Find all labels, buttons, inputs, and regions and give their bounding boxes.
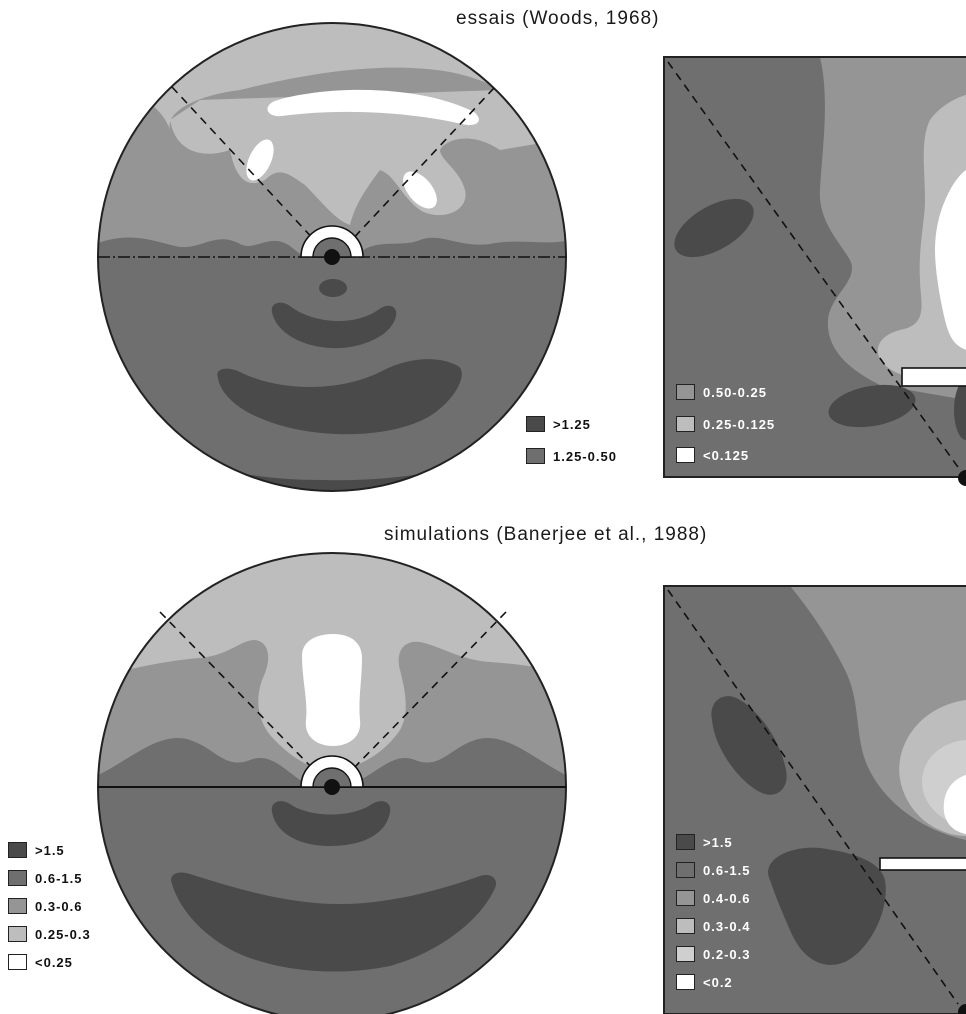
legend-label: 0.3-0.4 xyxy=(703,918,751,934)
simulation-title: simulations (Banerjee et al., 1988) xyxy=(384,524,708,545)
legend-item: 0.3-0.4 xyxy=(676,918,750,934)
contour-dark-smile-small xyxy=(271,801,391,846)
legend-swatch xyxy=(676,862,695,878)
simulation-square-center-dot xyxy=(958,1004,966,1014)
simulation-square-cylinder-wall xyxy=(879,857,966,871)
legend-label: 0.6-1.5 xyxy=(703,862,751,878)
contour-dark-smile-large xyxy=(171,872,497,972)
legend-item: 0.3-0.6 xyxy=(8,898,82,914)
contour-dark-smile-small xyxy=(271,302,397,349)
simulation-circle-contours xyxy=(98,553,566,1014)
legend-item: 0.4-0.6 xyxy=(676,890,750,906)
contour-band-white xyxy=(943,775,966,834)
legend-label: <0.2 xyxy=(703,974,733,990)
legend-label: 0.50-0.25 xyxy=(703,384,767,400)
legend-label: 0.2-0.3 xyxy=(703,946,751,962)
legend-item: <0.25 xyxy=(8,954,73,970)
legend-item: 1.25-0.50 xyxy=(526,448,617,464)
experiment-cylinder-inner xyxy=(312,237,352,258)
legend-label: >1.5 xyxy=(703,834,733,850)
legend-swatch xyxy=(676,918,695,934)
simulation-square-dashed-line xyxy=(667,589,959,1005)
simulation-square-outline xyxy=(663,585,966,1014)
experiment-title: essais (Woods, 1968) xyxy=(456,8,660,29)
simulation-center-dot xyxy=(324,779,340,795)
contour-dark-blob-lower xyxy=(828,384,916,428)
contour-band-white xyxy=(935,170,966,350)
legend-swatch xyxy=(526,416,545,432)
experiment-square-outline xyxy=(663,56,966,478)
legend-swatch xyxy=(676,834,695,850)
legend-item: >1.5 xyxy=(8,842,65,858)
experiment-dashed-line-left xyxy=(171,86,319,245)
experiment-dashed-line-right xyxy=(347,87,495,245)
experiment-square-cylinder-wall xyxy=(901,367,966,387)
legend-item: >1.25 xyxy=(526,416,591,432)
legend-item: 0.2-0.3 xyxy=(676,946,750,962)
legend-label: >1.5 xyxy=(35,842,65,858)
legend-label: <0.125 xyxy=(703,447,750,463)
legend-swatch xyxy=(8,898,27,914)
contour-dark-blob-upper xyxy=(711,696,787,795)
legend-swatch xyxy=(8,870,27,886)
legend-label: 0.25-0.125 xyxy=(703,416,776,432)
legend-label: <0.25 xyxy=(35,954,73,970)
simulation-dashed-line-right xyxy=(347,611,507,775)
legend-swatch xyxy=(8,926,27,942)
legend-swatch xyxy=(676,974,695,990)
simulation-cylinder-inner xyxy=(312,767,352,788)
contour-dark-blob-edge xyxy=(954,380,966,440)
legend-swatch xyxy=(676,946,695,962)
contour-band-white xyxy=(302,634,362,746)
contour-band-white-arc xyxy=(267,89,479,126)
legend-item: 0.50-0.25 xyxy=(676,384,767,400)
legend-label: 1.25-0.50 xyxy=(553,448,617,464)
contour-white-spot-left xyxy=(246,139,274,181)
experiment-circle-contours xyxy=(98,23,566,491)
legend-swatch xyxy=(676,384,695,400)
legend-swatch xyxy=(676,416,695,432)
legend-swatch xyxy=(676,447,695,463)
legend-label: 0.6-1.5 xyxy=(35,870,83,886)
legend-label: 0.25-0.3 xyxy=(35,926,91,942)
contour-dark-smile-large xyxy=(217,359,462,435)
legend-label: 0.3-0.6 xyxy=(35,898,83,914)
legend-item: 0.6-1.5 xyxy=(8,870,82,886)
legend-item: <0.2 xyxy=(676,974,733,990)
experiment-center-dot xyxy=(324,249,340,265)
legend-item: 0.25-0.3 xyxy=(8,926,91,942)
legend-item: <0.125 xyxy=(676,447,749,463)
contour-dark-blob-upper xyxy=(674,198,754,258)
legend-label: 0.4-0.6 xyxy=(703,890,751,906)
legend-item: 0.6-1.5 xyxy=(676,862,750,878)
simulation-dashed-line-left xyxy=(159,611,319,775)
legend-swatch xyxy=(8,954,27,970)
legend-label: >1.25 xyxy=(553,416,591,432)
legend-swatch xyxy=(676,890,695,906)
contour-dark-blob-lower xyxy=(768,847,886,965)
legend-item: 0.25-0.125 xyxy=(676,416,775,432)
contour-white-spot-right xyxy=(403,171,437,209)
contour-dark-dot xyxy=(319,279,347,297)
legend-swatch xyxy=(8,842,27,858)
experiment-square-center-dot xyxy=(958,470,966,486)
legend-item: >1.5 xyxy=(676,834,733,850)
legend-swatch xyxy=(526,448,545,464)
